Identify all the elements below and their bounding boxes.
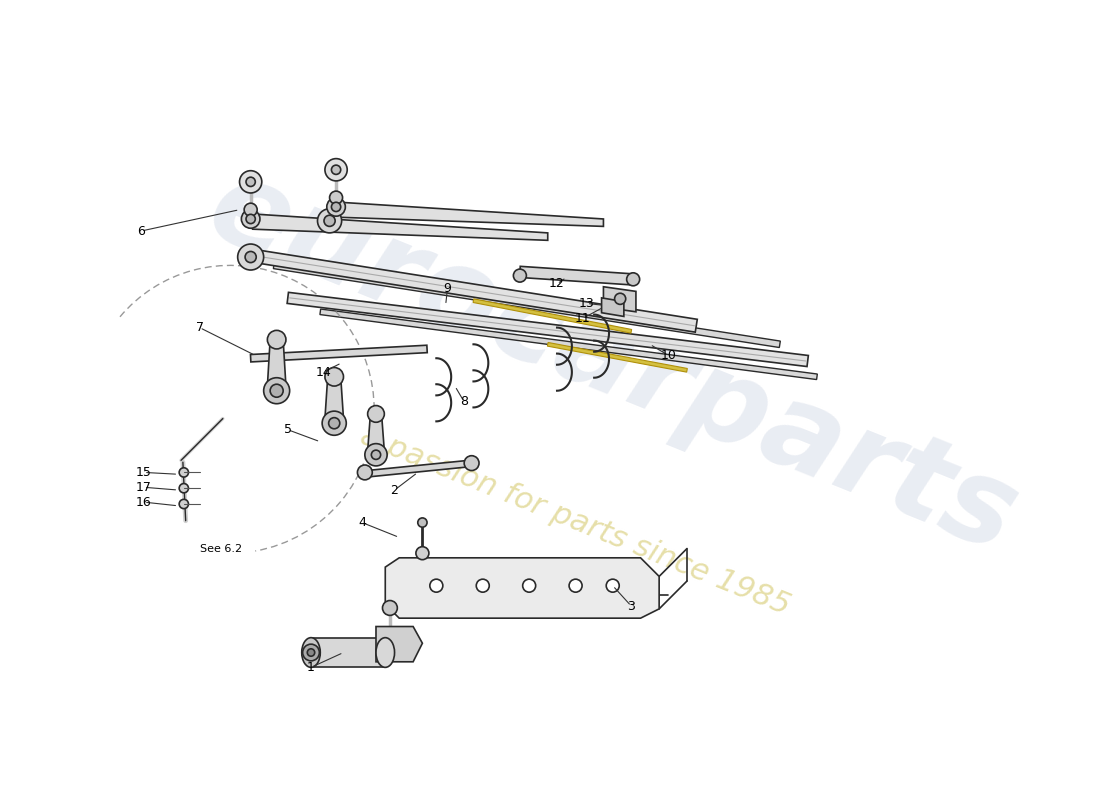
Circle shape — [430, 579, 443, 592]
Text: eurocarparts: eurocarparts — [192, 149, 1033, 578]
Polygon shape — [251, 346, 427, 362]
Polygon shape — [604, 286, 636, 312]
Polygon shape — [367, 414, 384, 451]
Circle shape — [324, 367, 343, 386]
Text: 13: 13 — [579, 297, 595, 310]
Text: 6: 6 — [138, 225, 145, 238]
Circle shape — [476, 579, 490, 592]
Circle shape — [514, 269, 527, 282]
Text: 2: 2 — [390, 483, 398, 497]
Polygon shape — [519, 266, 631, 285]
Text: 15: 15 — [136, 466, 152, 479]
Text: a passion for parts since 1985: a passion for parts since 1985 — [356, 421, 794, 621]
Circle shape — [627, 273, 639, 286]
Polygon shape — [362, 460, 474, 478]
Circle shape — [322, 411, 346, 435]
Circle shape — [264, 378, 289, 404]
Polygon shape — [242, 248, 697, 332]
Circle shape — [240, 170, 262, 193]
Circle shape — [179, 499, 188, 509]
Circle shape — [302, 644, 319, 661]
Circle shape — [324, 158, 348, 181]
Circle shape — [329, 418, 340, 429]
Bar — [311, 638, 385, 667]
Circle shape — [383, 601, 397, 615]
Polygon shape — [602, 298, 624, 317]
Polygon shape — [548, 342, 688, 372]
Circle shape — [331, 202, 341, 211]
Circle shape — [367, 406, 384, 422]
Circle shape — [179, 483, 188, 493]
Polygon shape — [287, 292, 808, 366]
Polygon shape — [320, 309, 817, 379]
Circle shape — [271, 384, 283, 398]
Circle shape — [244, 203, 257, 216]
Text: 10: 10 — [660, 349, 676, 362]
Polygon shape — [385, 558, 659, 618]
Circle shape — [418, 518, 427, 527]
Circle shape — [245, 251, 256, 262]
Polygon shape — [324, 377, 343, 418]
Circle shape — [318, 209, 342, 233]
Circle shape — [365, 444, 387, 466]
Circle shape — [327, 198, 345, 216]
Text: 14: 14 — [316, 366, 331, 378]
Circle shape — [330, 191, 342, 204]
Circle shape — [358, 465, 372, 480]
Circle shape — [324, 215, 336, 226]
Circle shape — [238, 244, 264, 270]
Text: 5: 5 — [284, 423, 292, 436]
Circle shape — [246, 214, 255, 224]
Text: 1: 1 — [307, 661, 315, 674]
Circle shape — [416, 546, 429, 560]
Polygon shape — [376, 626, 422, 662]
Text: 16: 16 — [136, 496, 152, 509]
Text: See 6.2: See 6.2 — [200, 543, 242, 554]
Circle shape — [464, 456, 478, 470]
Circle shape — [606, 579, 619, 592]
Text: 11: 11 — [575, 312, 591, 325]
Circle shape — [615, 294, 626, 304]
Text: 7: 7 — [196, 321, 204, 334]
Text: 17: 17 — [136, 481, 152, 494]
Circle shape — [522, 579, 536, 592]
Polygon shape — [267, 340, 286, 386]
Text: 12: 12 — [549, 278, 565, 290]
Ellipse shape — [301, 638, 320, 667]
Text: 3: 3 — [627, 599, 635, 613]
Circle shape — [267, 330, 286, 349]
Polygon shape — [473, 299, 631, 333]
Text: 4: 4 — [359, 516, 366, 529]
Text: 9: 9 — [443, 282, 451, 295]
Text: 8: 8 — [460, 395, 469, 408]
Circle shape — [331, 165, 341, 174]
Polygon shape — [251, 214, 548, 240]
Circle shape — [307, 649, 315, 656]
Circle shape — [246, 177, 255, 186]
Polygon shape — [274, 262, 780, 347]
Circle shape — [179, 468, 188, 477]
Circle shape — [241, 210, 260, 228]
Circle shape — [372, 450, 381, 459]
Ellipse shape — [376, 638, 395, 667]
Polygon shape — [332, 202, 604, 226]
Circle shape — [569, 579, 582, 592]
